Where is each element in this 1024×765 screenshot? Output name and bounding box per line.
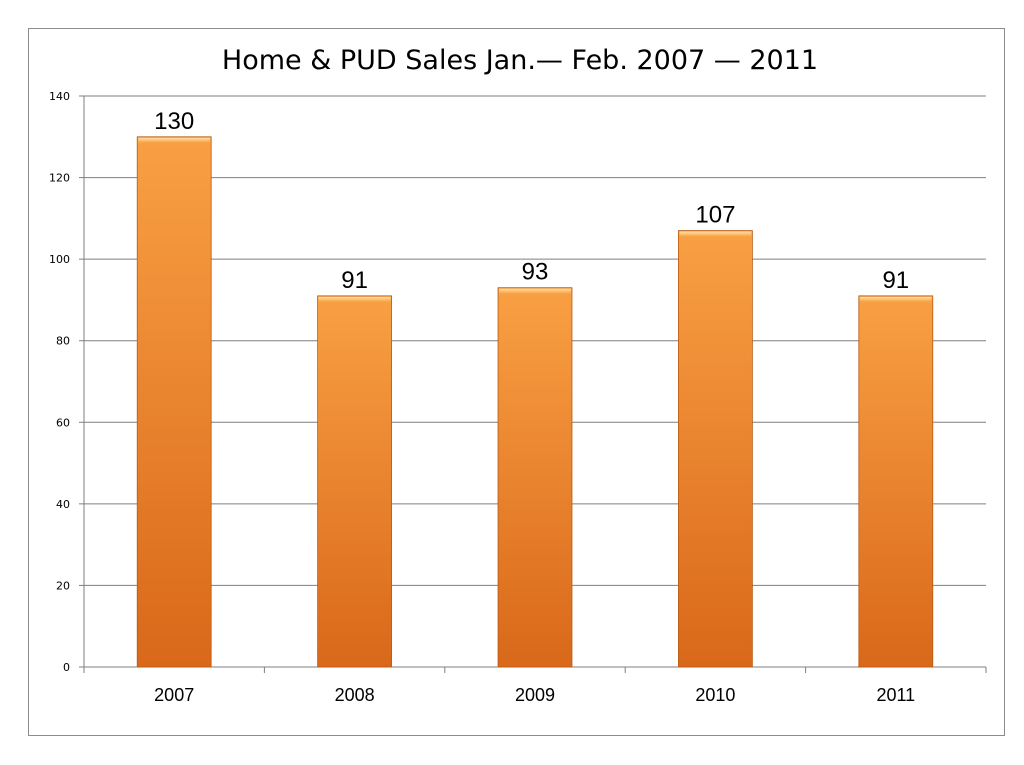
bars — [136, 136, 934, 668]
bar-highlight — [138, 137, 211, 143]
y-tick-label: 140 — [49, 90, 70, 103]
bar — [678, 230, 753, 668]
x-tick-label: 2007 — [154, 685, 194, 705]
x-tick-label: 2008 — [335, 685, 375, 705]
chart-frame: Home & PUD Sales Jan.— Feb. 2007 — 2011 … — [28, 28, 1005, 736]
bar — [136, 136, 212, 668]
y-tick-label: 120 — [49, 172, 70, 185]
y-tick-label: 40 — [56, 498, 70, 511]
chart-title: Home & PUD Sales Jan.— Feb. 2007 — 2011 — [222, 45, 818, 76]
bar — [317, 295, 392, 668]
y-tick-labels: 0 20 40 60 80 100 120 140 — [49, 90, 70, 674]
bar-highlight — [499, 288, 571, 294]
bar-highlight — [318, 296, 391, 302]
bar-chart: Home & PUD Sales Jan.— Feb. 2007 — 2011 … — [49, 45, 987, 705]
y-tick-label: 20 — [56, 579, 70, 592]
x-tick-label: 2010 — [695, 685, 735, 705]
bar — [497, 287, 573, 668]
data-label: 130 — [154, 108, 194, 135]
x-tick-label: 2009 — [515, 685, 555, 705]
data-label: 91 — [341, 267, 368, 294]
bar — [858, 295, 934, 668]
y-tick-label: 0 — [63, 661, 70, 674]
x-tick-labels: 2007 2008 2009 2010 2011 — [154, 685, 915, 705]
data-label: 107 — [695, 202, 735, 229]
data-label: 91 — [882, 267, 909, 294]
x-tick-label: 2011 — [876, 685, 915, 705]
data-label: 93 — [522, 259, 549, 286]
y-tick-label: 80 — [56, 335, 70, 348]
bar-highlight — [859, 296, 932, 302]
y-tick-label: 60 — [56, 416, 70, 429]
y-tick-label: 100 — [49, 253, 70, 266]
data-labels: 130 91 93 107 91 — [154, 108, 909, 294]
bar-highlight — [679, 231, 752, 237]
